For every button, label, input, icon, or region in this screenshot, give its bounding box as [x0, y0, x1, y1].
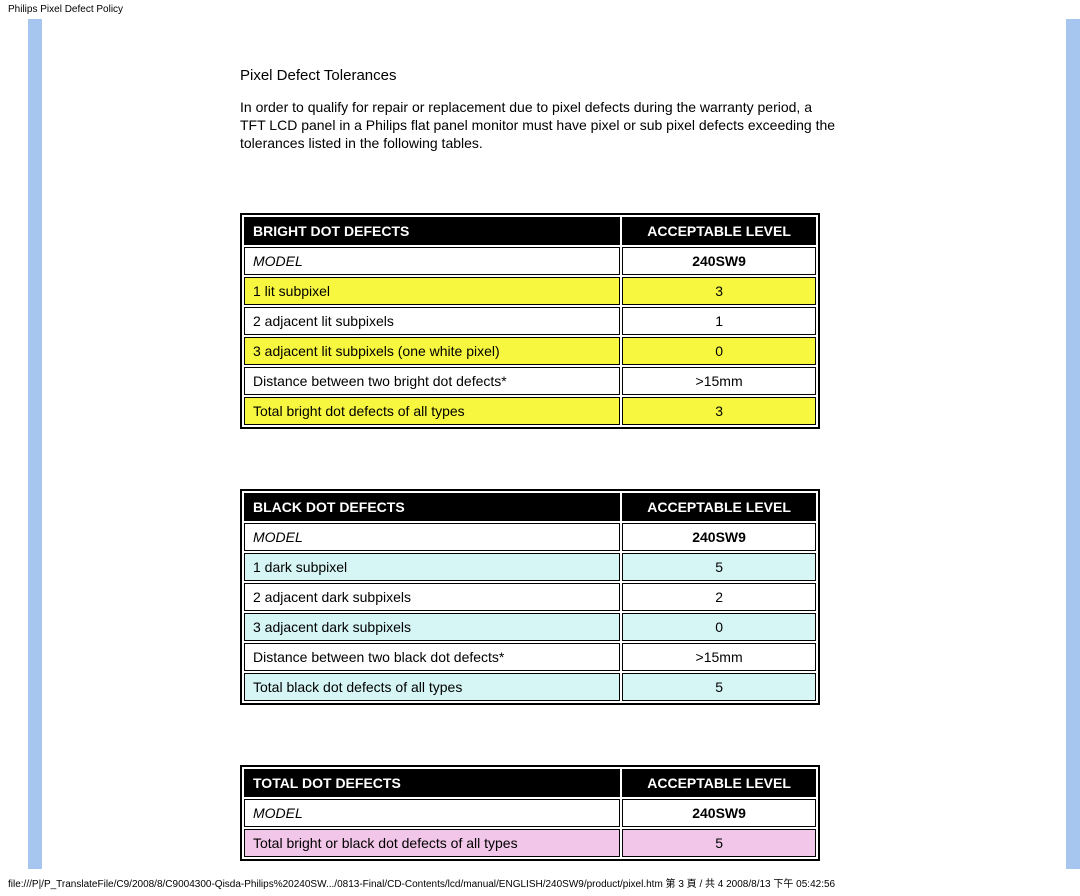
row-label: 3 adjacent dark subpixels: [244, 613, 620, 641]
blue-bar-left: [28, 19, 42, 869]
table-row: 3 adjacent lit subpixels (one white pixe…: [244, 337, 816, 365]
row-value: 1: [622, 307, 816, 335]
section-title: Pixel Defect Tolerances: [240, 67, 840, 84]
model-label: MODEL: [244, 523, 620, 551]
model-value: 240SW9: [622, 799, 816, 827]
table-row: 2 adjacent dark subpixels2: [244, 583, 816, 611]
row-value: 0: [622, 613, 816, 641]
table-header-left: BRIGHT DOT DEFECTS: [244, 217, 620, 245]
table-row: 1 dark subpixel5: [244, 553, 816, 581]
row-label: Distance between two black dot defects*: [244, 643, 620, 671]
row-value: 3: [622, 277, 816, 305]
content-wrap: Pixel Defect Tolerances In order to qual…: [42, 19, 1066, 869]
table-row: 2 adjacent lit subpixels1: [244, 307, 816, 335]
model-label: MODEL: [244, 247, 620, 275]
section-paragraph: In order to qualify for repair or replac…: [240, 98, 840, 153]
model-label: MODEL: [244, 799, 620, 827]
model-value: 240SW9: [622, 247, 816, 275]
row-value: 3: [622, 397, 816, 425]
row-label: 1 dark subpixel: [244, 553, 620, 581]
row-label: Distance between two bright dot defects*: [244, 367, 620, 395]
table-header-right: ACCEPTABLE LEVEL: [622, 217, 816, 245]
tables-host: BRIGHT DOT DEFECTSACCEPTABLE LEVELMODEL2…: [240, 213, 840, 861]
table-row: 1 lit subpixel3: [244, 277, 816, 305]
row-label: Total black dot defects of all types: [244, 673, 620, 701]
row-label: Total bright dot defects of all types: [244, 397, 620, 425]
blue-bar-right: [1066, 19, 1080, 869]
table-row: 3 adjacent dark subpixels0: [244, 613, 816, 641]
row-value: >15mm: [622, 643, 816, 671]
table-header-left: BLACK DOT DEFECTS: [244, 493, 620, 521]
row-label: 1 lit subpixel: [244, 277, 620, 305]
table-row: Distance between two bright dot defects*…: [244, 367, 816, 395]
row-label: 3 adjacent lit subpixels (one white pixe…: [244, 337, 620, 365]
row-value: 0: [622, 337, 816, 365]
page-header: Philips Pixel Defect Policy: [0, 0, 1080, 19]
table-header-right: ACCEPTABLE LEVEL: [622, 769, 816, 797]
defect-table: BLACK DOT DEFECTSACCEPTABLE LEVELMODEL24…: [240, 489, 820, 705]
row-value: 2: [622, 583, 816, 611]
defect-table: BRIGHT DOT DEFECTSACCEPTABLE LEVELMODEL2…: [240, 213, 820, 429]
row-label: Total bright or black dot defects of all…: [244, 829, 620, 857]
table-row: Distance between two black dot defects*>…: [244, 643, 816, 671]
main-content: Pixel Defect Tolerances In order to qual…: [240, 19, 840, 869]
row-label: 2 adjacent dark subpixels: [244, 583, 620, 611]
row-value: 5: [622, 553, 816, 581]
model-value: 240SW9: [622, 523, 816, 551]
table-header-left: TOTAL DOT DEFECTS: [244, 769, 620, 797]
row-value: 5: [622, 673, 816, 701]
left-padding: [50, 19, 240, 869]
row-value: 5: [622, 829, 816, 857]
table-header-right: ACCEPTABLE LEVEL: [622, 493, 816, 521]
table-row: Total bright dot defects of all types3: [244, 397, 816, 425]
defect-table: TOTAL DOT DEFECTSACCEPTABLE LEVELMODEL24…: [240, 765, 820, 861]
page-footer: file:///P|/P_TranslateFile/C9/2008/8/C90…: [0, 869, 1080, 896]
row-label: 2 adjacent lit subpixels: [244, 307, 620, 335]
table-row: Total bright or black dot defects of all…: [244, 829, 816, 857]
row-value: >15mm: [622, 367, 816, 395]
page-body: Pixel Defect Tolerances In order to qual…: [0, 19, 1080, 869]
table-row: Total black dot defects of all types5: [244, 673, 816, 701]
